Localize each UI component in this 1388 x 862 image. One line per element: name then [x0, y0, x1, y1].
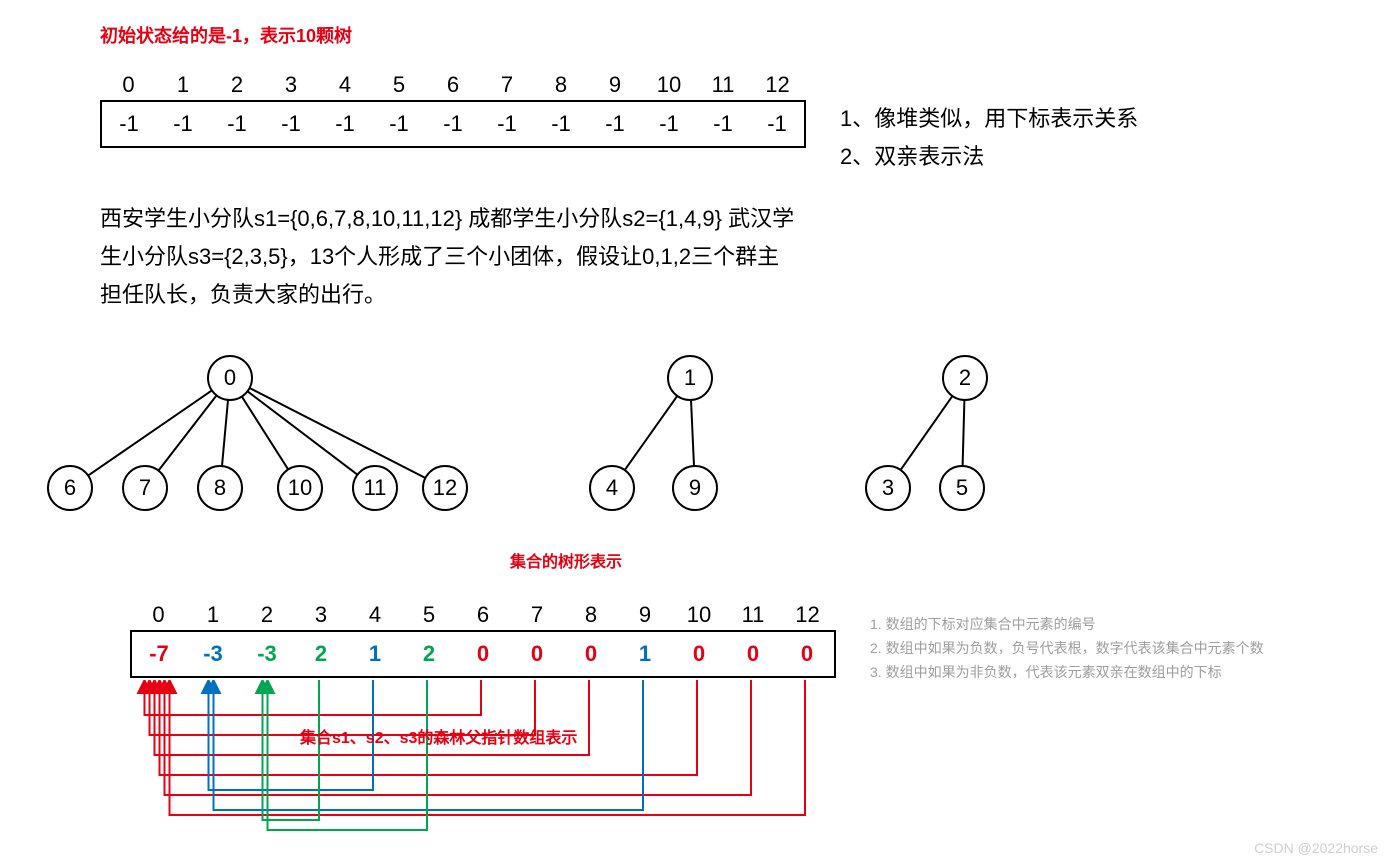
t1-idx-11: 11 [696, 70, 750, 101]
tree-label-12: 12 [433, 475, 457, 500]
t1-idx-10: 10 [642, 70, 696, 101]
tree-label-3: 3 [882, 475, 894, 500]
t1-val-3: -1 [264, 101, 318, 147]
t2-idx-4: 4 [348, 600, 402, 631]
t2-idx-7: 7 [510, 600, 564, 631]
t2-val-1: -3 [186, 631, 240, 677]
t2-idx-0: 0 [131, 600, 186, 631]
t2-idx-3: 3 [294, 600, 348, 631]
t2-idx-12: 12 [780, 600, 835, 631]
tree-label-2: 2 [959, 365, 971, 390]
t1-val-11: -1 [696, 101, 750, 147]
t2-val-10: 0 [672, 631, 726, 677]
t1-idx-3: 3 [264, 70, 318, 101]
bottom-note-2: 2. 数组中如果为负数，负号代表根，数字代表该集合中元素个数 [870, 636, 1360, 660]
note-2: 2、双亲表示法 [840, 138, 1138, 176]
t2-val-8: 0 [564, 631, 618, 677]
t1-idx-8: 8 [534, 70, 588, 101]
note-1: 1、像堆类似，用下标表示关系 [840, 100, 1138, 138]
t2-val-4: 1 [348, 631, 402, 677]
t2-idx-9: 9 [618, 600, 672, 631]
paragraph: 西安学生小分队s1={0,6,7,8,10,11,12} 成都学生小分队s2={… [100, 200, 800, 314]
right-notes-bottom: 1. 数组的下标对应集合中元素的编号 2. 数组中如果为负数，负号代表根，数字代… [870, 612, 1360, 684]
tree-label-10: 10 [288, 475, 312, 500]
t2-idx-10: 10 [672, 600, 726, 631]
t2-idx-6: 6 [456, 600, 510, 631]
title-top: 初始状态给的是-1，表示10颗树 [100, 22, 352, 48]
tree-label-1: 1 [684, 365, 696, 390]
t2-idx-8: 8 [564, 600, 618, 631]
t2-val-9: 1 [618, 631, 672, 677]
t1-val-10: -1 [642, 101, 696, 147]
arrows-svg [0, 680, 1388, 840]
t1-val-7: -1 [480, 101, 534, 147]
t2-idx-1: 1 [186, 600, 240, 631]
arrow-3-to-2 [263, 680, 320, 820]
tree-label-8: 8 [214, 475, 226, 500]
tree-edge [963, 400, 965, 466]
t1-val-2: -1 [210, 101, 264, 147]
t1-val-1: -1 [156, 101, 210, 147]
t2-val-0: -7 [131, 631, 186, 677]
tree-edge [242, 397, 288, 470]
t1-idx-7: 7 [480, 70, 534, 101]
t2-val-7: 0 [510, 631, 564, 677]
t2-val-11: 0 [726, 631, 780, 677]
t2-val-12: 0 [780, 631, 835, 677]
t1-val-8: -1 [534, 101, 588, 147]
t2-idx-11: 11 [726, 600, 780, 631]
tree-edge [625, 396, 678, 470]
tree-edge [250, 388, 426, 478]
t1-idx-12: 12 [750, 70, 805, 101]
t2-idx-5: 5 [402, 600, 456, 631]
t1-idx-0: 0 [101, 70, 156, 101]
t2-idx-2: 2 [240, 600, 294, 631]
t1-idx-5: 5 [372, 70, 426, 101]
t1-val-4: -1 [318, 101, 372, 147]
t1-val-5: -1 [372, 101, 426, 147]
initial-array-table: 0123456789101112-1-1-1-1-1-1-1-1-1-1-1-1… [100, 70, 806, 148]
t1-idx-9: 9 [588, 70, 642, 101]
tree-edge [222, 400, 228, 466]
bottom-note-1: 1. 数组的下标对应集合中元素的编号 [870, 612, 1360, 636]
t2-val-2: -3 [240, 631, 294, 677]
t1-idx-2: 2 [210, 70, 264, 101]
arrow-6-to-0 [145, 680, 482, 715]
arrow-caption: 集合s1、s2、s3的森林父指针数组表示 [300, 724, 577, 748]
tree-label-4: 4 [606, 475, 618, 500]
result-array-table: 0123456789101112-7-3-32120001000 [130, 600, 836, 678]
t1-val-0: -1 [101, 101, 156, 147]
t2-val-5: 2 [402, 631, 456, 677]
t1-idx-1: 1 [156, 70, 210, 101]
tree-edge [88, 390, 212, 475]
t1-idx-4: 4 [318, 70, 372, 101]
right-notes-top: 1、像堆类似，用下标表示关系 2、双亲表示法 [840, 100, 1138, 176]
tree-label-5: 5 [956, 475, 968, 500]
tree-label-6: 6 [64, 475, 76, 500]
tree-label-7: 7 [139, 475, 151, 500]
watermark: CSDN @2022horse [1254, 840, 1378, 856]
t1-idx-6: 6 [426, 70, 480, 101]
tree-caption: 集合的树形表示 [510, 548, 622, 572]
t1-val-6: -1 [426, 101, 480, 147]
tree-label-0: 0 [224, 365, 236, 390]
t1-val-12: -1 [750, 101, 805, 147]
trees-svg: 0 6 7 8 10 11 12 1 4 9 2 3 5 [40, 340, 1090, 550]
tree-label-9: 9 [689, 475, 701, 500]
t2-val-6: 0 [456, 631, 510, 677]
t2-val-3: 2 [294, 631, 348, 677]
tree-label-11: 11 [364, 475, 387, 500]
tree-edge [901, 396, 953, 470]
tree-edge [691, 400, 694, 466]
bottom-note-3: 3. 数组中如果为非负数，代表该元素双亲在数组中的下标 [870, 660, 1360, 684]
t1-val-9: -1 [588, 101, 642, 147]
